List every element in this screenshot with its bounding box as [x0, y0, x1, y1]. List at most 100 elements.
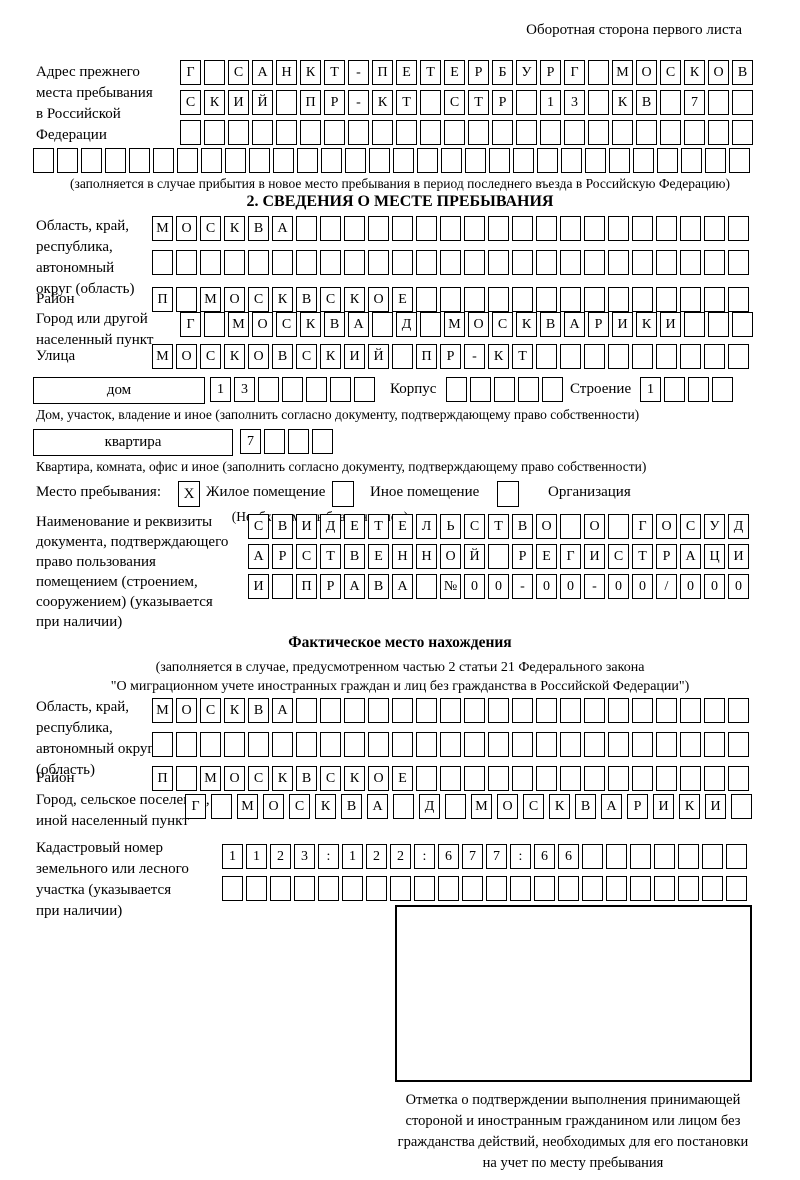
cell[interactable]: [630, 844, 651, 869]
cell[interactable]: О: [248, 344, 269, 369]
cell[interactable]: [585, 148, 606, 173]
cell[interactable]: [702, 876, 723, 901]
cell[interactable]: В: [344, 544, 365, 569]
cell[interactable]: №: [440, 574, 461, 599]
cell[interactable]: [440, 216, 461, 241]
kvartira-box[interactable]: квартира: [33, 429, 233, 456]
cell[interactable]: [324, 120, 345, 145]
cell[interactable]: [440, 698, 461, 723]
cell[interactable]: [492, 120, 513, 145]
cell[interactable]: М: [200, 287, 221, 312]
cell[interactable]: 2: [366, 844, 387, 869]
cell[interactable]: Д: [396, 312, 417, 337]
cell[interactable]: [608, 250, 629, 275]
cell[interactable]: [465, 148, 486, 173]
cell[interactable]: [518, 377, 539, 402]
cell[interactable]: 0: [488, 574, 509, 599]
cell[interactable]: [542, 377, 563, 402]
cell[interactable]: [510, 876, 531, 901]
cell[interactable]: М: [200, 766, 221, 791]
cell[interactable]: К: [516, 312, 537, 337]
cell[interactable]: С: [320, 766, 341, 791]
cell[interactable]: [680, 766, 701, 791]
cell[interactable]: [489, 148, 510, 173]
cell[interactable]: П: [300, 90, 321, 115]
cell[interactable]: [416, 216, 437, 241]
cell[interactable]: И: [653, 794, 674, 819]
cell[interactable]: [560, 250, 581, 275]
cell[interactable]: [200, 732, 221, 757]
cell[interactable]: [516, 90, 537, 115]
cell[interactable]: К: [224, 698, 245, 723]
cell[interactable]: М: [237, 794, 258, 819]
cell[interactable]: [540, 120, 561, 145]
cell[interactable]: [393, 794, 414, 819]
cell[interactable]: [264, 429, 285, 454]
cell[interactable]: [728, 766, 749, 791]
cell[interactable]: [537, 148, 558, 173]
cell[interactable]: [612, 120, 633, 145]
cell[interactable]: В: [324, 312, 345, 337]
cell[interactable]: 0: [464, 574, 485, 599]
cell[interactable]: [728, 698, 749, 723]
cell[interactable]: П: [152, 287, 173, 312]
cell[interactable]: [584, 287, 605, 312]
cell[interactable]: [224, 732, 245, 757]
cell[interactable]: Г: [180, 312, 201, 337]
cell[interactable]: О: [536, 514, 557, 539]
cell[interactable]: [392, 344, 413, 369]
cell[interactable]: 0: [728, 574, 749, 599]
cell[interactable]: [345, 148, 366, 173]
cell[interactable]: С: [200, 698, 221, 723]
cell[interactable]: Н: [276, 60, 297, 85]
cell[interactable]: О: [368, 287, 389, 312]
cell[interactable]: 3: [564, 90, 585, 115]
cell[interactable]: [657, 148, 678, 173]
cell[interactable]: О: [263, 794, 284, 819]
cell[interactable]: [320, 250, 341, 275]
cell[interactable]: Р: [272, 544, 293, 569]
cell[interactable]: К: [315, 794, 336, 819]
cell[interactable]: [320, 732, 341, 757]
cell[interactable]: [445, 794, 466, 819]
cell[interactable]: [416, 574, 437, 599]
cell[interactable]: :: [414, 844, 435, 869]
cell[interactable]: С: [248, 287, 269, 312]
cell[interactable]: К: [684, 60, 705, 85]
cell[interactable]: К: [204, 90, 225, 115]
cell[interactable]: [536, 344, 557, 369]
cell[interactable]: [560, 287, 581, 312]
cell[interactable]: [708, 120, 729, 145]
cell[interactable]: [396, 120, 417, 145]
cell[interactable]: [704, 250, 725, 275]
cell[interactable]: С: [444, 90, 465, 115]
cell[interactable]: [440, 250, 461, 275]
cell[interactable]: С: [464, 514, 485, 539]
cell[interactable]: [688, 377, 709, 402]
cell[interactable]: К: [679, 794, 700, 819]
cell[interactable]: [584, 250, 605, 275]
cell[interactable]: С: [248, 514, 269, 539]
cell[interactable]: [513, 148, 534, 173]
cell[interactable]: [536, 766, 557, 791]
cell[interactable]: Г: [560, 544, 581, 569]
cell[interactable]: [204, 60, 225, 85]
cell[interactable]: [609, 148, 630, 173]
cell[interactable]: 6: [438, 844, 459, 869]
cell[interactable]: В: [540, 312, 561, 337]
cell[interactable]: [288, 429, 309, 454]
cell[interactable]: [417, 148, 438, 173]
cell[interactable]: [33, 148, 54, 173]
cell[interactable]: [654, 876, 675, 901]
cell[interactable]: [608, 732, 629, 757]
cell[interactable]: К: [272, 287, 293, 312]
cell[interactable]: О: [497, 794, 518, 819]
cell[interactable]: С: [296, 344, 317, 369]
cell[interactable]: Е: [444, 60, 465, 85]
cell[interactable]: [462, 876, 483, 901]
cell[interactable]: [57, 148, 78, 173]
cell[interactable]: Е: [392, 287, 413, 312]
cell[interactable]: [564, 120, 585, 145]
